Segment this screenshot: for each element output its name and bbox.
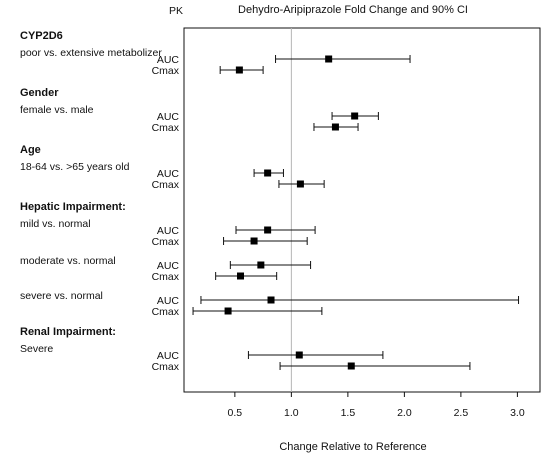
group-label: Age: [20, 144, 41, 156]
pk-label-auc: AUC: [157, 111, 180, 123]
pk-label-cmax: Cmax: [152, 122, 180, 134]
comparison-label: moderate vs. normal: [20, 255, 116, 267]
x-axis: 0.5 1.0 1.5 2.0 2.5 3.0: [228, 392, 525, 419]
pk-label-auc: AUC: [157, 168, 180, 180]
pk-column-header: PK: [169, 5, 183, 17]
pk-label-auc: AUC: [157, 54, 180, 66]
pk-label-cmax: Cmax: [152, 179, 180, 191]
group-label: Gender: [20, 87, 59, 99]
group-label: Hepatic Impairment:: [20, 201, 126, 213]
estimate-point: [257, 261, 265, 269]
estimate-point: [264, 226, 272, 234]
comparison-label: female vs. male: [20, 104, 94, 116]
pk-label-auc: AUC: [157, 225, 180, 237]
estimate-point: [250, 237, 258, 245]
x-tick-label: 2.0: [397, 407, 412, 419]
x-tick-label: 3.0: [510, 407, 525, 419]
group-label: CYP2D6: [20, 30, 63, 42]
pk-label-cmax: Cmax: [152, 306, 180, 318]
pk-label-auc: AUC: [157, 260, 180, 272]
comparison-label: Severe: [20, 343, 53, 355]
comparison-label: 18-64 vs. >65 years old: [20, 161, 130, 173]
estimate-point: [295, 351, 303, 359]
estimate-point: [351, 112, 359, 120]
pk-label-cmax: Cmax: [152, 65, 180, 77]
estimate-point: [237, 272, 245, 280]
plot-frame: [183, 27, 541, 393]
pk-label-auc: AUC: [157, 350, 180, 362]
x-tick-label: 1.5: [341, 407, 356, 419]
estimate-point: [267, 296, 275, 304]
chart-title: Dehydro-Aripiprazole Fold Change and 90%…: [238, 4, 468, 16]
estimate-marks: [192, 55, 520, 370]
comparison-label: severe vs. normal: [20, 290, 103, 302]
estimate-point: [347, 362, 355, 370]
x-axis-label: Change Relative to Reference: [279, 441, 426, 453]
estimate-point: [331, 123, 339, 131]
comparison-label: mild vs. normal: [20, 218, 91, 230]
estimate-point: [296, 180, 304, 188]
comparison-label: poor vs. extensive metabolizer: [20, 47, 162, 59]
group-label: Renal Impairment:: [20, 326, 116, 338]
estimate-point: [264, 169, 272, 177]
estimate-point: [325, 55, 333, 63]
plot-area: [183, 27, 541, 393]
pk-label-auc: AUC: [157, 295, 180, 307]
estimate-point: [235, 66, 243, 74]
pk-label-cmax: Cmax: [152, 361, 180, 373]
estimate-point: [224, 307, 232, 315]
x-tick-label: 1.0: [284, 407, 299, 419]
x-tick-label: 0.5: [228, 407, 243, 419]
pk-label-cmax: Cmax: [152, 271, 180, 283]
x-tick-label: 2.5: [454, 407, 469, 419]
pk-label-cmax: Cmax: [152, 236, 180, 248]
